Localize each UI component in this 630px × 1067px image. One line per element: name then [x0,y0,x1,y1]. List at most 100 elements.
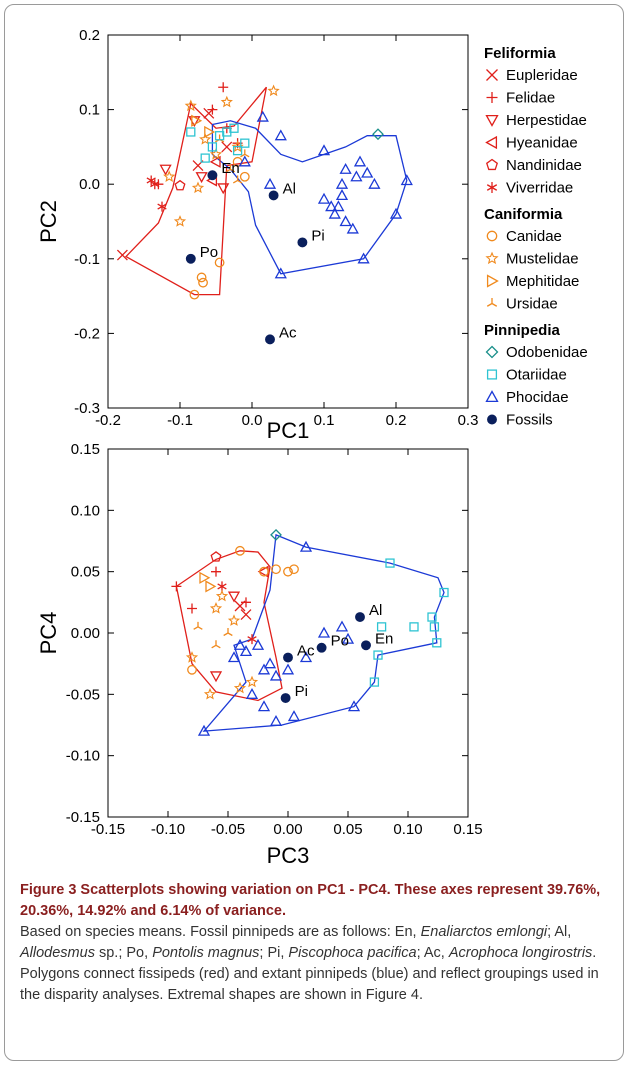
caption-text: ; Al, [547,924,572,940]
otariidae-point [229,123,239,133]
canidae-point [271,564,281,575]
otariidae-point [232,145,243,156]
phocidae-point [197,724,211,736]
phocidae-point [263,177,277,189]
caption-text: ; Ac, [416,945,449,961]
pc1-pc2-scatterplot: -0.2 -0.1 0.0 0.1 0.2 0.3-0.3-0.2-0.10.00.10.… [36,27,478,443]
legend-label: Eupleridae [506,67,578,84]
mustelidae-point [267,84,280,97]
phocidae-point [353,155,367,167]
figure-frame [4,4,624,1061]
fossil-point [283,652,293,663]
ursidae-point [240,149,250,158]
ursidae-point [211,640,221,649]
felidae-point [187,603,197,614]
mustelidae-point [185,651,199,663]
phocidae-point [256,110,269,122]
mustelidae-point [209,147,223,160]
eupleridae-point [221,141,233,153]
viverridae-point [217,581,227,592]
legend-label: Odobenidae [506,344,588,361]
fossil-point [316,642,327,653]
phocidae-point [361,166,374,178]
fossil-label: En [221,160,239,177]
ursidae-point [225,164,236,173]
phocidae-point [281,663,295,675]
otariidae-point [200,153,210,163]
x-tick-label: 0.2 [386,412,407,429]
caption-body: Based on species means. Fossil pinnipeds… [20,924,599,1003]
legend: Feliformia Eupleridae Felidae Herpestidae Hy… [484,45,588,429]
felidae-point [241,597,251,608]
otariidae-legend-icon [486,369,498,380]
phocidae-point [335,189,349,201]
y-tick-label: -0.10 [66,748,100,765]
phocidae-point [346,222,359,234]
mustelidae-point [209,602,223,614]
x-tick-label: 0.3 [458,412,479,429]
x-tick-label: 0.10 [393,821,422,838]
mustelidae-point [233,681,247,694]
caption-species-name: Piscophoca pacifica [288,945,417,961]
fissipeds-polygon [175,550,283,702]
odobenidae-point [372,128,384,141]
mustelidae-legend-icon [485,251,499,265]
phocidae-point [339,162,352,174]
mustelidae-point [203,687,217,700]
extant-pinnipeds-polygon [211,120,408,275]
ursidae-point [193,621,203,630]
mustelidae-point [191,181,205,194]
otariidae-point [240,138,250,148]
phocidae-point [269,714,283,726]
y-tick-label: -0.2 [74,325,100,342]
herpestidae-point [227,591,241,603]
caption-text: . Polygons connect fissipeds (red) and e… [20,945,599,1003]
legend-label: Nandinidae [506,157,582,174]
phocidae-point [245,687,259,699]
viverridae-point [150,179,160,190]
phocidae-point [325,200,338,212]
fossil-point [297,237,308,248]
fossil-label: Pi [295,683,308,700]
fossil-label: Ac [297,643,315,660]
phocidae-point [257,700,271,712]
phocidae-point [287,710,301,722]
phocidae-point [368,177,381,189]
phocidae-point [341,632,355,644]
x-tick-label: -0.10 [151,821,185,838]
plot-area [107,448,469,818]
legend-group-title: Feliformia [484,45,556,62]
herpestidae-point [209,671,223,683]
ursidae-point [232,175,243,184]
legend-label: Herpestidae [506,112,587,129]
canidae-legend-icon [486,230,498,242]
figure-caption: Figure 3 Scatterplots showing variation … [20,880,615,1006]
legend-label: Felidae [506,90,555,107]
felidae-point [207,104,218,115]
ursidae-legend-icon [486,298,498,307]
canidae-point [196,272,207,283]
phocidae-point [357,252,370,264]
fossil-point [361,640,371,651]
x-axis-label: PC3 [267,843,310,868]
fossil-point [355,612,365,623]
phocidae-point [239,645,253,657]
otariidae-point [373,650,383,660]
phocidae-point [269,669,283,681]
x-axis-label: PC1 [267,418,310,443]
y-tick-label: 0.0 [79,176,100,193]
y-tick-label: -0.1 [74,251,100,268]
extant-pinnipeds-polygon [202,533,445,732]
mephitidae-legend-icon [486,274,499,288]
felidae-point [218,82,229,93]
mustelidae-point [199,133,212,145]
odobenidae-legend-icon [485,345,499,359]
mustelidae-point [173,215,187,227]
otariidae-point [376,622,387,632]
x-tick-label: 0.05 [333,821,362,838]
otariidae-point [427,612,437,622]
legend-label: Otariidae [506,367,567,384]
y-tick-label: 0.2 [79,27,100,44]
phocidae-point [317,626,331,638]
mephitidae-point [191,114,203,127]
